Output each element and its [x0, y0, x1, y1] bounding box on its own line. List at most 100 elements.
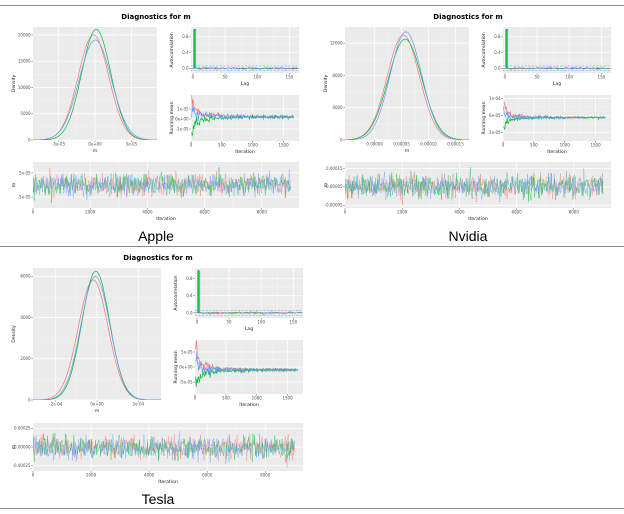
svg-text:1e-05: 1e-05: [177, 106, 189, 111]
figure-title: Diagnostics for m: [121, 13, 191, 21]
svg-text:0: 0: [28, 397, 31, 402]
svg-text:2000: 2000: [85, 209, 96, 214]
svg-text:5e-05: 5e-05: [19, 170, 31, 175]
svg-text:Density: Density: [11, 325, 17, 343]
svg-text:0.8: 0.8: [182, 34, 189, 39]
svg-text:0.00010: 0.00010: [420, 141, 437, 146]
svg-text:m: m: [12, 182, 17, 187]
svg-text:-0.00005: -0.00005: [325, 203, 343, 208]
svg-text:50: 50: [535, 74, 541, 79]
svg-text:Lag: Lag: [553, 81, 561, 87]
svg-text:100: 100: [565, 74, 573, 79]
svg-text:Iteration: Iteration: [468, 216, 488, 222]
svg-text:0: 0: [28, 137, 31, 142]
svg-text:0: 0: [504, 74, 507, 79]
svg-text:0: 0: [190, 142, 193, 147]
svg-text:m: m: [12, 444, 17, 449]
svg-text:150: 150: [286, 74, 294, 79]
svg-text:5e-05: 5e-05: [181, 349, 193, 354]
svg-text:2000: 2000: [20, 356, 31, 361]
svg-text:5e-05: 5e-05: [126, 141, 138, 146]
svg-text:0e+00: 0e+00: [175, 116, 189, 121]
svg-text:Autocorrelation: Autocorrelation: [169, 32, 175, 67]
svg-text:1000: 1000: [252, 395, 263, 400]
top-row: Diagnostics for m -5e-05 0e+00 5e-05 0 5000 1…: [0, 6, 624, 246]
svg-text:Autocorrelation: Autocorrelation: [173, 275, 179, 310]
svg-text:1e-04: 1e-04: [489, 96, 501, 101]
svg-text:Iteration: Iteration: [235, 149, 255, 155]
svg-text:Running mean: Running mean: [173, 350, 179, 383]
svg-text:100: 100: [257, 319, 265, 324]
tesla-diagnostics-figure: Diagnostics for m -2e-04 0e+00 2e-04 0 2000 4…: [8, 252, 308, 486]
svg-text:6000: 6000: [512, 209, 523, 214]
svg-text:0.0: 0.0: [494, 66, 501, 71]
svg-text:4000: 4000: [454, 209, 465, 214]
svg-text:-0.00025: -0.00025: [13, 463, 31, 468]
svg-text:4000: 4000: [144, 472, 155, 477]
row-divider: [0, 246, 624, 247]
svg-text:20000: 20000: [18, 32, 31, 37]
svg-text:Density: Density: [323, 74, 329, 92]
svg-text:0.8: 0.8: [186, 276, 193, 281]
svg-text:12000: 12000: [330, 41, 343, 46]
svg-text:0e+00: 0e+00: [88, 141, 102, 146]
apple-label: Apple: [138, 228, 174, 244]
figure-title: Diagnostics for m: [433, 13, 503, 21]
svg-text:Iteration: Iteration: [156, 216, 176, 222]
svg-text:2e-05: 2e-05: [489, 130, 501, 135]
svg-text:0: 0: [194, 395, 197, 400]
svg-text:8000: 8000: [257, 209, 268, 214]
document-content: Diagnostics for m -5e-05 0e+00 5e-05 0 5000 1…: [0, 5, 624, 509]
svg-text:1500: 1500: [282, 395, 293, 400]
svg-text:0e+00: 0e+00: [90, 401, 104, 406]
nvidia-diagnostics-figure: Diagnostics for m 0.00000 0.00005 0.00010 0…: [320, 11, 616, 223]
svg-text:Iteration: Iteration: [158, 479, 178, 485]
svg-text:0.00015: 0.00015: [447, 141, 464, 146]
svg-text:4000: 4000: [332, 105, 343, 110]
svg-text:0.00015: 0.00015: [326, 166, 343, 171]
svg-text:8000: 8000: [260, 472, 271, 477]
svg-text:0.4: 0.4: [494, 50, 501, 55]
figure-title: Diagnostics for m: [123, 254, 193, 262]
svg-text:Running mean: Running mean: [169, 101, 175, 134]
svg-text:Lag: Lag: [245, 326, 253, 332]
nvidia-label: Nvidia: [448, 228, 488, 244]
nvidia-cell: Diagnostics for m 0.00000 0.00005 0.00010 0…: [312, 6, 624, 246]
svg-text:6000: 6000: [20, 274, 31, 279]
svg-text:4000: 4000: [142, 209, 153, 214]
svg-text:0.0: 0.0: [182, 66, 189, 71]
svg-text:-5e-05: -5e-05: [180, 379, 193, 384]
svg-text:0: 0: [32, 209, 35, 214]
svg-text:0: 0: [196, 319, 199, 324]
svg-text:-5e-05: -5e-05: [52, 141, 65, 146]
svg-text:50: 50: [227, 319, 233, 324]
svg-text:0: 0: [340, 137, 343, 142]
svg-text:150: 150: [598, 74, 606, 79]
svg-text:0: 0: [192, 74, 195, 79]
svg-text:50: 50: [223, 74, 229, 79]
svg-text:Iteration: Iteration: [547, 149, 567, 155]
svg-text:m: m: [95, 409, 100, 414]
svg-text:-5e-05: -5e-05: [18, 195, 31, 200]
svg-text:Density: Density: [11, 74, 17, 92]
apple-diagnostics-figure: Diagnostics for m -5e-05 0e+00 5e-05 0 5000 1…: [8, 11, 304, 223]
svg-text:500: 500: [222, 395, 230, 400]
svg-text:Lag: Lag: [241, 81, 249, 87]
svg-text:100: 100: [253, 74, 261, 79]
svg-text:4000: 4000: [20, 315, 31, 320]
svg-text:6e-05: 6e-05: [489, 113, 501, 118]
svg-text:1500: 1500: [590, 142, 601, 147]
svg-text:0.00025: 0.00025: [14, 426, 31, 431]
bottom-row: Diagnostics for m -2e-04 0e+00 2e-04 0 2000 4…: [0, 247, 624, 508]
svg-text:Running mean: Running mean: [481, 101, 487, 134]
svg-text:0.4: 0.4: [182, 50, 189, 55]
tesla-cell: Diagnostics for m -2e-04 0e+00 2e-04 0 2000 4…: [0, 247, 312, 508]
svg-text:2000: 2000: [86, 472, 97, 477]
svg-text:2000: 2000: [397, 209, 408, 214]
svg-text:10000: 10000: [18, 85, 31, 90]
svg-text:0.00000: 0.00000: [366, 141, 383, 146]
svg-text:5000: 5000: [20, 111, 31, 116]
svg-text:0.00000: 0.00000: [14, 444, 31, 449]
svg-text:0.0: 0.0: [186, 310, 193, 315]
